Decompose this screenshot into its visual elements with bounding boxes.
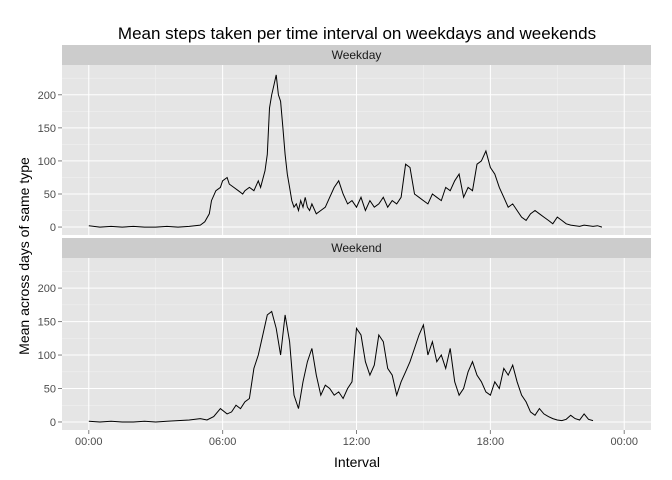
y-tick-label: 0 [50, 417, 56, 429]
y-tick-label: 100 [38, 156, 56, 168]
x-tick-label: 00:00 [610, 436, 638, 448]
x-axis-title: Interval [334, 454, 380, 470]
x-tick-label: 18:00 [477, 436, 505, 448]
y-axis: 0 50 100 150 200 0 50 100 150 200 [38, 90, 62, 429]
y-tick-label: 50 [44, 189, 56, 201]
panel-weekday: Weekday [62, 45, 651, 235]
strip-label-0: Weekday [332, 48, 382, 62]
x-tick-label: 12:00 [343, 436, 371, 448]
y-tick-label: 50 [44, 384, 56, 396]
strip-0 [62, 45, 651, 65]
y-tick-label: 100 [38, 350, 56, 362]
x-axis: 00:00 06:00 12:00 18:00 00:00 [75, 430, 638, 448]
x-tick-label: 00:00 [75, 436, 103, 448]
x-tick-label: 06:00 [209, 436, 237, 448]
y-tick-label: 150 [38, 123, 56, 135]
series-line-weekend [88, 310, 594, 423]
strip-1 [62, 238, 651, 258]
y-tick-label: 200 [38, 90, 56, 102]
y-tick-label: 200 [38, 283, 56, 295]
chart-title: Mean steps taken per time interval on we… [118, 24, 596, 43]
series-line-weekday [88, 74, 603, 228]
y-axis-title: Mean across days of same type [16, 157, 32, 355]
y-tick-label: 0 [50, 222, 56, 234]
strip-label-1: Weekend [331, 241, 381, 255]
y-tick-label: 150 [38, 317, 56, 329]
panel-weekend: Weekend [62, 238, 651, 430]
